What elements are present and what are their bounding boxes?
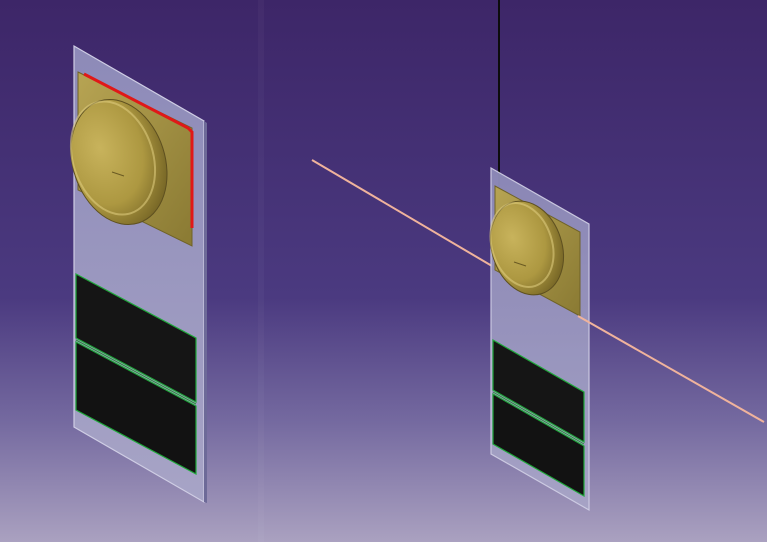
left-cell-divider (75, 339, 197, 405)
left-cell-upper (75, 273, 197, 403)
view-separator (258, 0, 264, 542)
right-ray-back (311, 159, 493, 267)
right-disc-rim (489, 202, 555, 288)
right-view[interactable] (311, 0, 765, 512)
left-highlight-edge (83, 72, 194, 228)
left-cell-lower (75, 341, 197, 475)
left-disc-slot (111, 171, 125, 177)
left-disc-rim (69, 100, 157, 216)
right-cell-lower (492, 392, 585, 498)
left-view[interactable] (55, 44, 207, 504)
right-cell-upper (492, 338, 585, 444)
right-disc-slot (513, 261, 527, 267)
right-ray-front (577, 315, 765, 423)
right-cell-divider (492, 391, 585, 445)
left-panel-edge (204, 121, 207, 503)
